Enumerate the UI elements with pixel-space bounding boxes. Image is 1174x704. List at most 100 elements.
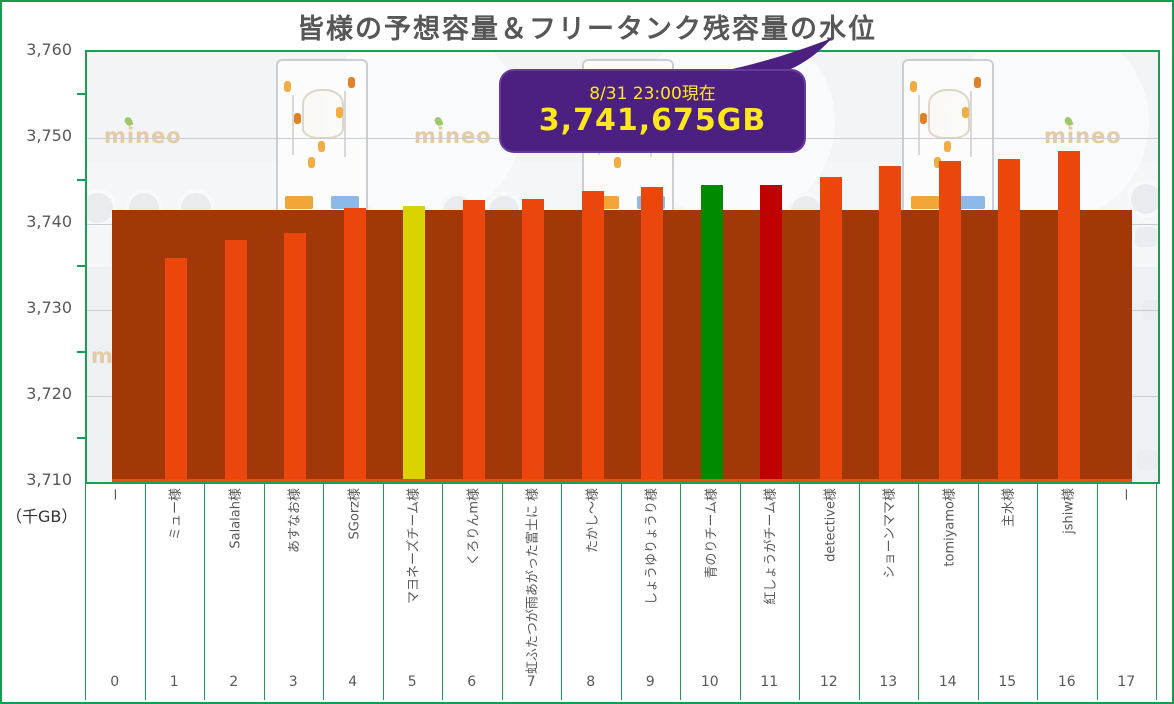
x-category-name: しょうゆりょうり様 <box>621 488 681 678</box>
bar-Salalah様 <box>224 239 247 480</box>
x-category-name-text: Salalah様 <box>228 488 244 549</box>
x-category-number: 1 <box>169 674 179 690</box>
category-separator <box>739 482 741 700</box>
chart-title: 皆様の予想容量＆フリータンク残容量の水位 <box>297 14 877 45</box>
bar-虹ふたつが雨あがった富士に 様 <box>522 199 545 480</box>
bar-あすなお様 <box>284 232 307 480</box>
orange-button-icon <box>911 196 939 209</box>
x-category-number: 5 <box>407 674 417 690</box>
category-separator <box>442 482 443 700</box>
x-axis-line <box>112 479 1132 482</box>
category-separator <box>501 482 503 700</box>
x-category-name: 虹ふたつが雨あがった富士に 様 <box>502 488 562 678</box>
x-category-name-text: jshiw様 <box>1061 488 1077 534</box>
bar-ショーンママ様 <box>879 165 902 480</box>
x-category-name: ミュー様 <box>145 488 205 678</box>
x-category-number: 10 <box>700 674 719 690</box>
bar-紅しょうがチーム様 <box>760 185 783 480</box>
x-category-name-text: 主水様 <box>1001 488 1017 528</box>
blue-button-icon <box>331 196 359 209</box>
x-category-name-text: 青のりチーム様 <box>704 488 720 579</box>
water-level-band <box>112 209 1132 480</box>
x-category-name: tomiyamo様 <box>918 488 978 678</box>
x-category-number: 4 <box>348 674 358 690</box>
x-category-number: 6 <box>467 674 477 690</box>
callout-date-label: 8/31 23:00現在 <box>589 83 716 104</box>
character-icon <box>614 157 621 168</box>
y-tick-label: 3,730 <box>26 298 72 317</box>
x-category-number: 13 <box>879 674 898 690</box>
bar-detective様 <box>819 176 842 480</box>
y-minor-tick <box>77 93 85 95</box>
category-separator <box>1096 482 1098 700</box>
category-separator <box>1037 482 1038 700</box>
mineo-leaf-icon <box>123 115 134 128</box>
bar-くろりんm様 <box>462 199 485 480</box>
x-category-name-text: detective様 <box>823 488 839 562</box>
character-icon <box>944 141 951 152</box>
x-category-name-text: マヨネーズチーム様 <box>406 488 422 604</box>
character-icon <box>308 157 315 168</box>
y-axis-unit-label: （千GB） <box>6 507 78 526</box>
x-category-number: 15 <box>998 674 1017 690</box>
character-icon <box>318 141 325 152</box>
x-category-number: 12 <box>819 674 838 690</box>
x-category-name-text: たかし～様 <box>585 488 601 554</box>
x-category-number: 7 <box>526 674 536 690</box>
callout-value-label: 3,741,675GB <box>538 102 767 138</box>
category-separator <box>263 482 265 700</box>
mineo-logo: mineo <box>1044 115 1122 148</box>
x-category-name-text: tomiyamo様 <box>942 488 958 567</box>
x-category-name-text: ショーンママ様 <box>882 488 898 579</box>
character-icon <box>348 77 355 88</box>
x-category-name-text: あすなお様 <box>287 488 303 554</box>
x-category-name: 紅しょうがチーム様 <box>740 488 800 678</box>
character-icon <box>920 113 927 124</box>
bar-jshiw様 <box>1057 150 1080 480</box>
service-icon-circle <box>1127 180 1158 218</box>
x-category-name: マヨネーズチーム様 <box>383 488 443 678</box>
category-separator <box>204 482 205 700</box>
ladder-icon <box>344 91 346 157</box>
x-category-number: 17 <box>1117 674 1136 690</box>
category-separator <box>561 482 562 700</box>
bar-たかし～様 <box>581 190 604 480</box>
x-category-name: あすなお様 <box>264 488 324 678</box>
x-category-name-text: 紅しょうがチーム様 <box>763 488 779 605</box>
orange-button-icon <box>285 196 313 209</box>
y-tick-label: 3,760 <box>26 40 72 59</box>
x-category-number: 8 <box>586 674 596 690</box>
category-separator <box>85 482 86 700</box>
bar-ミュー様 <box>165 258 188 480</box>
character-icon <box>336 107 343 118</box>
x-category-name-text: ー <box>1120 488 1136 502</box>
mineo-logo: mineo <box>104 115 182 148</box>
x-category-name: detective様 <box>799 488 859 678</box>
mineo-logo: mineo <box>414 115 492 148</box>
ladder-icon <box>918 95 920 155</box>
current-level-callout: 8/31 23:00現在 3,741,675GB <box>499 69 806 153</box>
category-separator <box>382 482 384 700</box>
y-tick-label: 3,710 <box>26 470 72 489</box>
x-category-name-text: しょうゆりょうり様 <box>644 488 660 606</box>
y-tick-label: 3,740 <box>26 212 72 231</box>
bar-主水様 <box>998 158 1021 480</box>
category-separator <box>918 482 919 700</box>
x-category-number: 11 <box>760 674 779 690</box>
bar-SGorz様 <box>343 207 366 480</box>
x-category-name-text: 虹ふたつが雨あがった富士に 様 <box>525 488 541 675</box>
y-tick-label: 3,720 <box>26 384 72 403</box>
x-category-name: jshiw様 <box>1037 488 1097 678</box>
plot-area: mineomineomineomineo <box>85 50 1160 484</box>
x-category-number: 3 <box>288 674 298 690</box>
x-category-name-text: ミュー様 <box>168 488 184 541</box>
x-category-number: 0 <box>110 674 120 690</box>
category-separator <box>799 482 800 700</box>
category-separator <box>323 482 324 700</box>
phone-bubble-icon <box>1135 227 1157 247</box>
x-category-number: 14 <box>938 674 957 690</box>
y-minor-tick <box>77 437 85 439</box>
x-category-number: 16 <box>1057 674 1076 690</box>
phone-mockup <box>902 59 994 215</box>
